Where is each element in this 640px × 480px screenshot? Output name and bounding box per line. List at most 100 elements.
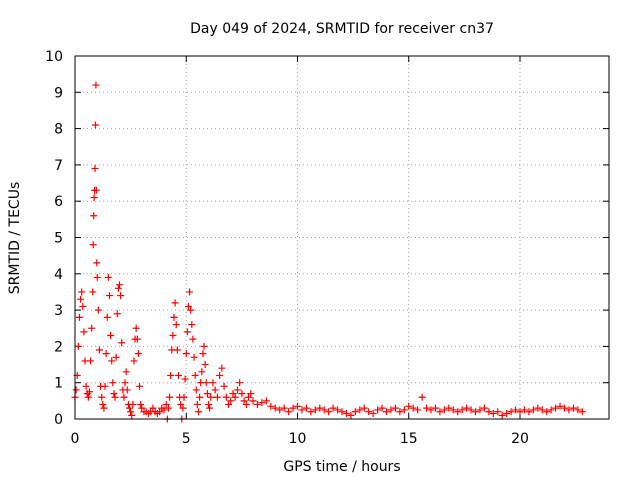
data-point bbox=[132, 324, 140, 332]
data-point bbox=[95, 346, 103, 354]
data-point bbox=[249, 397, 257, 405]
data-point bbox=[82, 382, 90, 390]
data-point bbox=[213, 393, 221, 401]
x-tick-label: 5 bbox=[182, 431, 191, 447]
data-point bbox=[188, 321, 196, 329]
data-point bbox=[342, 410, 350, 418]
data-point bbox=[123, 386, 131, 394]
data-point bbox=[245, 393, 253, 401]
data-point bbox=[552, 404, 560, 412]
data-point bbox=[525, 408, 533, 416]
data-point bbox=[534, 404, 542, 412]
data-point bbox=[198, 368, 206, 376]
data-point bbox=[396, 408, 404, 416]
y-tick-label: 3 bbox=[54, 303, 63, 319]
y-tick-label: 1 bbox=[54, 376, 63, 392]
data-point bbox=[227, 397, 235, 405]
data-point bbox=[126, 404, 134, 412]
data-point bbox=[311, 406, 319, 414]
data-point bbox=[463, 404, 471, 412]
data-point bbox=[164, 404, 172, 412]
data-point bbox=[229, 390, 237, 398]
data-point bbox=[98, 393, 106, 401]
data-point bbox=[181, 375, 189, 383]
data-point bbox=[476, 406, 484, 414]
data-point bbox=[220, 382, 228, 390]
data-point bbox=[302, 404, 310, 412]
data-point bbox=[166, 393, 174, 401]
data-point bbox=[184, 302, 192, 310]
data-point bbox=[91, 121, 99, 129]
data-point bbox=[207, 393, 215, 401]
data-point bbox=[405, 402, 413, 410]
data-point bbox=[247, 390, 255, 398]
y-tick-label: 10 bbox=[45, 49, 63, 65]
data-point bbox=[391, 404, 399, 412]
x-axis-label: GPS time / hours bbox=[283, 459, 400, 475]
y-tick-label: 0 bbox=[54, 412, 63, 428]
data-point bbox=[334, 406, 342, 414]
data-point bbox=[294, 402, 301, 410]
data-point bbox=[480, 404, 488, 412]
data-point bbox=[90, 212, 98, 220]
data-point bbox=[233, 386, 241, 394]
data-point bbox=[72, 386, 80, 394]
data-point bbox=[231, 393, 239, 401]
data-point bbox=[129, 400, 137, 408]
data-point bbox=[85, 388, 93, 396]
data-point bbox=[561, 404, 568, 412]
data-point bbox=[222, 393, 230, 401]
x-tick-label: 20 bbox=[511, 431, 529, 447]
data-point bbox=[507, 408, 515, 416]
data-point bbox=[128, 411, 136, 419]
data-point bbox=[360, 404, 368, 412]
data-point bbox=[238, 390, 246, 398]
data-point bbox=[374, 406, 382, 414]
data-point bbox=[529, 406, 537, 414]
data-point bbox=[93, 259, 101, 267]
data-point bbox=[538, 406, 546, 414]
data-point bbox=[109, 379, 117, 387]
data-point bbox=[134, 350, 142, 358]
data-point bbox=[454, 408, 462, 416]
data-point bbox=[320, 406, 328, 414]
data-point bbox=[209, 379, 217, 387]
data-point bbox=[102, 350, 110, 358]
data-point bbox=[170, 313, 178, 321]
data-point bbox=[79, 302, 87, 310]
data-point bbox=[121, 379, 129, 387]
data-point bbox=[94, 306, 102, 314]
data-point bbox=[329, 404, 337, 412]
data-point bbox=[467, 406, 475, 414]
data-point bbox=[369, 410, 377, 418]
data-point bbox=[130, 357, 138, 365]
data-point bbox=[104, 273, 112, 281]
data-point bbox=[201, 361, 209, 369]
data-point bbox=[458, 406, 466, 414]
data-point bbox=[177, 400, 185, 408]
data-point bbox=[111, 393, 119, 401]
data-point bbox=[180, 393, 188, 401]
data-point bbox=[485, 408, 493, 416]
data-point bbox=[236, 379, 244, 387]
data-point bbox=[289, 404, 297, 412]
data-point bbox=[285, 408, 293, 416]
data-point bbox=[400, 406, 408, 414]
data-point bbox=[75, 313, 83, 321]
data-point bbox=[498, 411, 506, 419]
data-point bbox=[194, 408, 202, 416]
data-point bbox=[190, 353, 198, 361]
data-point bbox=[409, 404, 417, 412]
data-point bbox=[440, 406, 448, 414]
data-point bbox=[78, 288, 86, 296]
data-point bbox=[356, 406, 364, 414]
data-point bbox=[118, 339, 126, 347]
data-point bbox=[87, 357, 95, 365]
data-point bbox=[183, 328, 191, 336]
data-point bbox=[512, 406, 520, 414]
data-point bbox=[258, 399, 266, 407]
data-point bbox=[307, 408, 315, 416]
data-point bbox=[347, 411, 355, 419]
